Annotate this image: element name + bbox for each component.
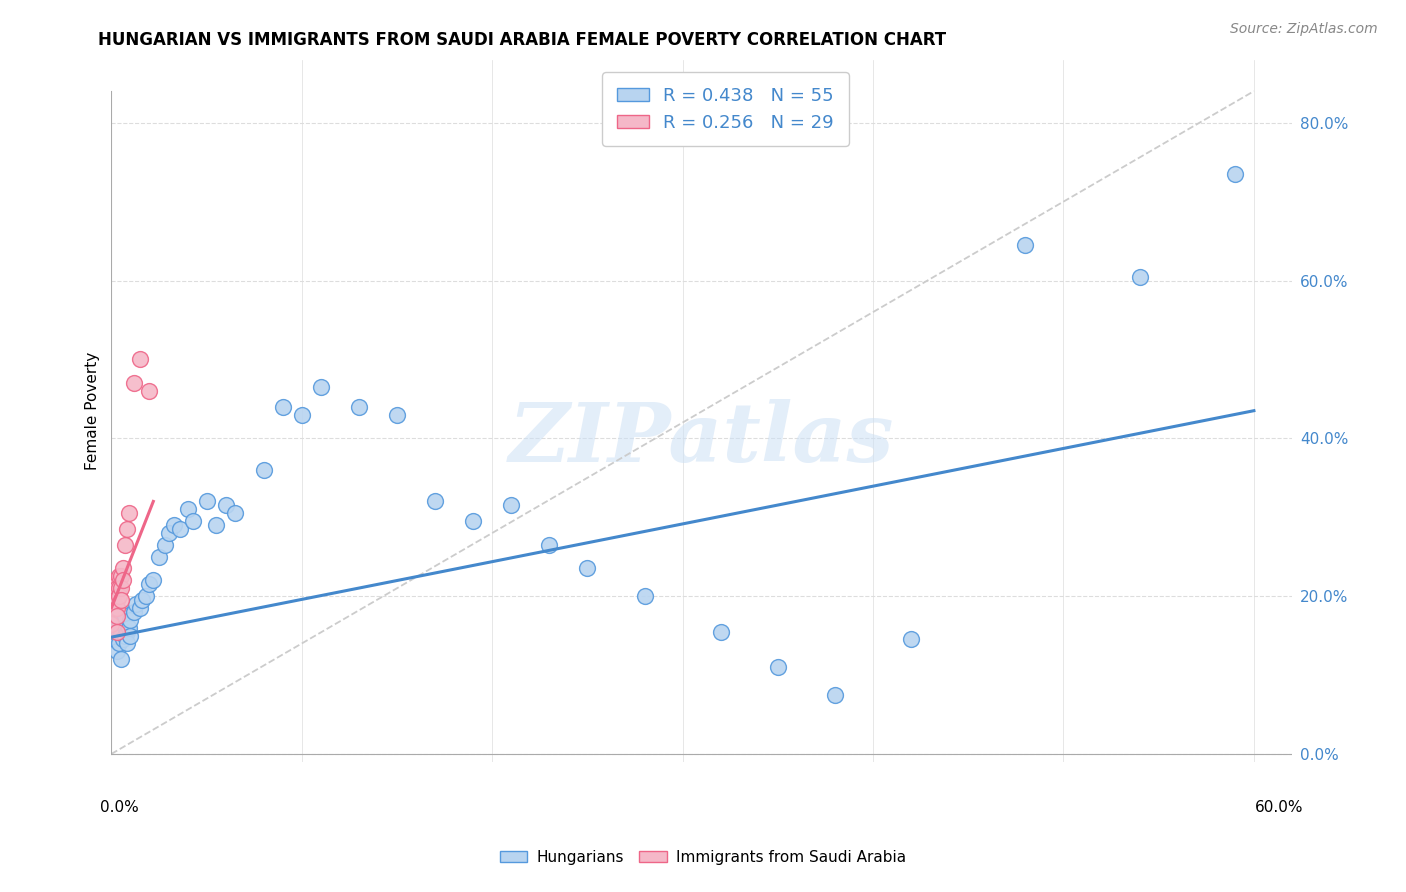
Text: Source: ZipAtlas.com: Source: ZipAtlas.com — [1230, 22, 1378, 37]
Point — [309, 380, 332, 394]
Point — [766, 660, 789, 674]
Point — [103, 593, 125, 607]
Point — [105, 621, 128, 635]
Legend: Hungarians, Immigrants from Saudi Arabia: Hungarians, Immigrants from Saudi Arabia — [494, 844, 912, 871]
Point — [114, 538, 136, 552]
Point — [157, 526, 180, 541]
Point — [111, 616, 134, 631]
Point — [110, 593, 132, 607]
Point — [125, 597, 148, 611]
Point — [135, 589, 157, 603]
Point — [114, 628, 136, 642]
Point — [148, 549, 170, 564]
Point — [110, 624, 132, 639]
Point — [138, 384, 160, 398]
Point — [205, 518, 228, 533]
Point — [115, 624, 138, 639]
Point — [181, 514, 204, 528]
Point — [347, 400, 370, 414]
Point — [291, 408, 314, 422]
Point — [163, 518, 186, 533]
Point — [100, 616, 122, 631]
Point — [122, 605, 145, 619]
Point — [195, 494, 218, 508]
Point — [120, 628, 142, 642]
Point — [103, 632, 125, 647]
Point — [104, 581, 127, 595]
Point — [105, 624, 128, 639]
Point — [110, 569, 132, 583]
Legend: R = 0.438   N = 55, R = 0.256   N = 29: R = 0.438 N = 55, R = 0.256 N = 29 — [602, 72, 849, 146]
Point — [1014, 238, 1036, 252]
Point — [117, 506, 139, 520]
Point — [176, 502, 198, 516]
Point — [108, 569, 131, 583]
Point — [463, 514, 485, 528]
Point — [105, 577, 128, 591]
Point — [104, 624, 127, 639]
Point — [111, 561, 134, 575]
Point — [108, 613, 131, 627]
Text: 60.0%: 60.0% — [1256, 800, 1303, 815]
Point — [900, 632, 922, 647]
Point — [129, 352, 152, 367]
Point — [108, 636, 131, 650]
Point — [214, 499, 236, 513]
Point — [501, 499, 523, 513]
Point — [1223, 167, 1246, 181]
Point — [114, 608, 136, 623]
Point — [115, 522, 138, 536]
Point — [129, 601, 152, 615]
Point — [111, 574, 134, 588]
Point — [120, 613, 142, 627]
Point — [131, 593, 153, 607]
Point — [110, 652, 132, 666]
Point — [110, 581, 132, 595]
Point — [108, 581, 131, 595]
Point — [115, 636, 138, 650]
Point — [224, 506, 246, 520]
Point — [110, 605, 132, 619]
Point — [105, 608, 128, 623]
Point — [710, 624, 733, 639]
Point — [104, 577, 127, 591]
Point — [138, 577, 160, 591]
Point — [104, 585, 127, 599]
Point — [824, 688, 846, 702]
Point — [104, 601, 127, 615]
Point — [1129, 269, 1152, 284]
Point — [103, 577, 125, 591]
Point — [153, 538, 176, 552]
Point — [271, 400, 294, 414]
Point — [105, 601, 128, 615]
Point — [117, 621, 139, 635]
Y-axis label: Female Poverty: Female Poverty — [86, 351, 100, 470]
Text: ZIPatlas: ZIPatlas — [509, 399, 894, 479]
Point — [108, 589, 131, 603]
Text: 0.0%: 0.0% — [100, 800, 138, 815]
Point — [105, 581, 128, 595]
Text: HUNGARIAN VS IMMIGRANTS FROM SAUDI ARABIA FEMALE POVERTY CORRELATION CHART: HUNGARIAN VS IMMIGRANTS FROM SAUDI ARABI… — [98, 31, 946, 49]
Point — [142, 574, 165, 588]
Point — [576, 561, 599, 575]
Point — [633, 589, 655, 603]
Point — [100, 589, 122, 603]
Point — [169, 522, 191, 536]
Point — [538, 538, 561, 552]
Point — [105, 593, 128, 607]
Point — [104, 574, 127, 588]
Point — [105, 644, 128, 658]
Point — [122, 376, 145, 390]
Point — [385, 408, 408, 422]
Point — [423, 494, 446, 508]
Point — [253, 463, 276, 477]
Point — [111, 632, 134, 647]
